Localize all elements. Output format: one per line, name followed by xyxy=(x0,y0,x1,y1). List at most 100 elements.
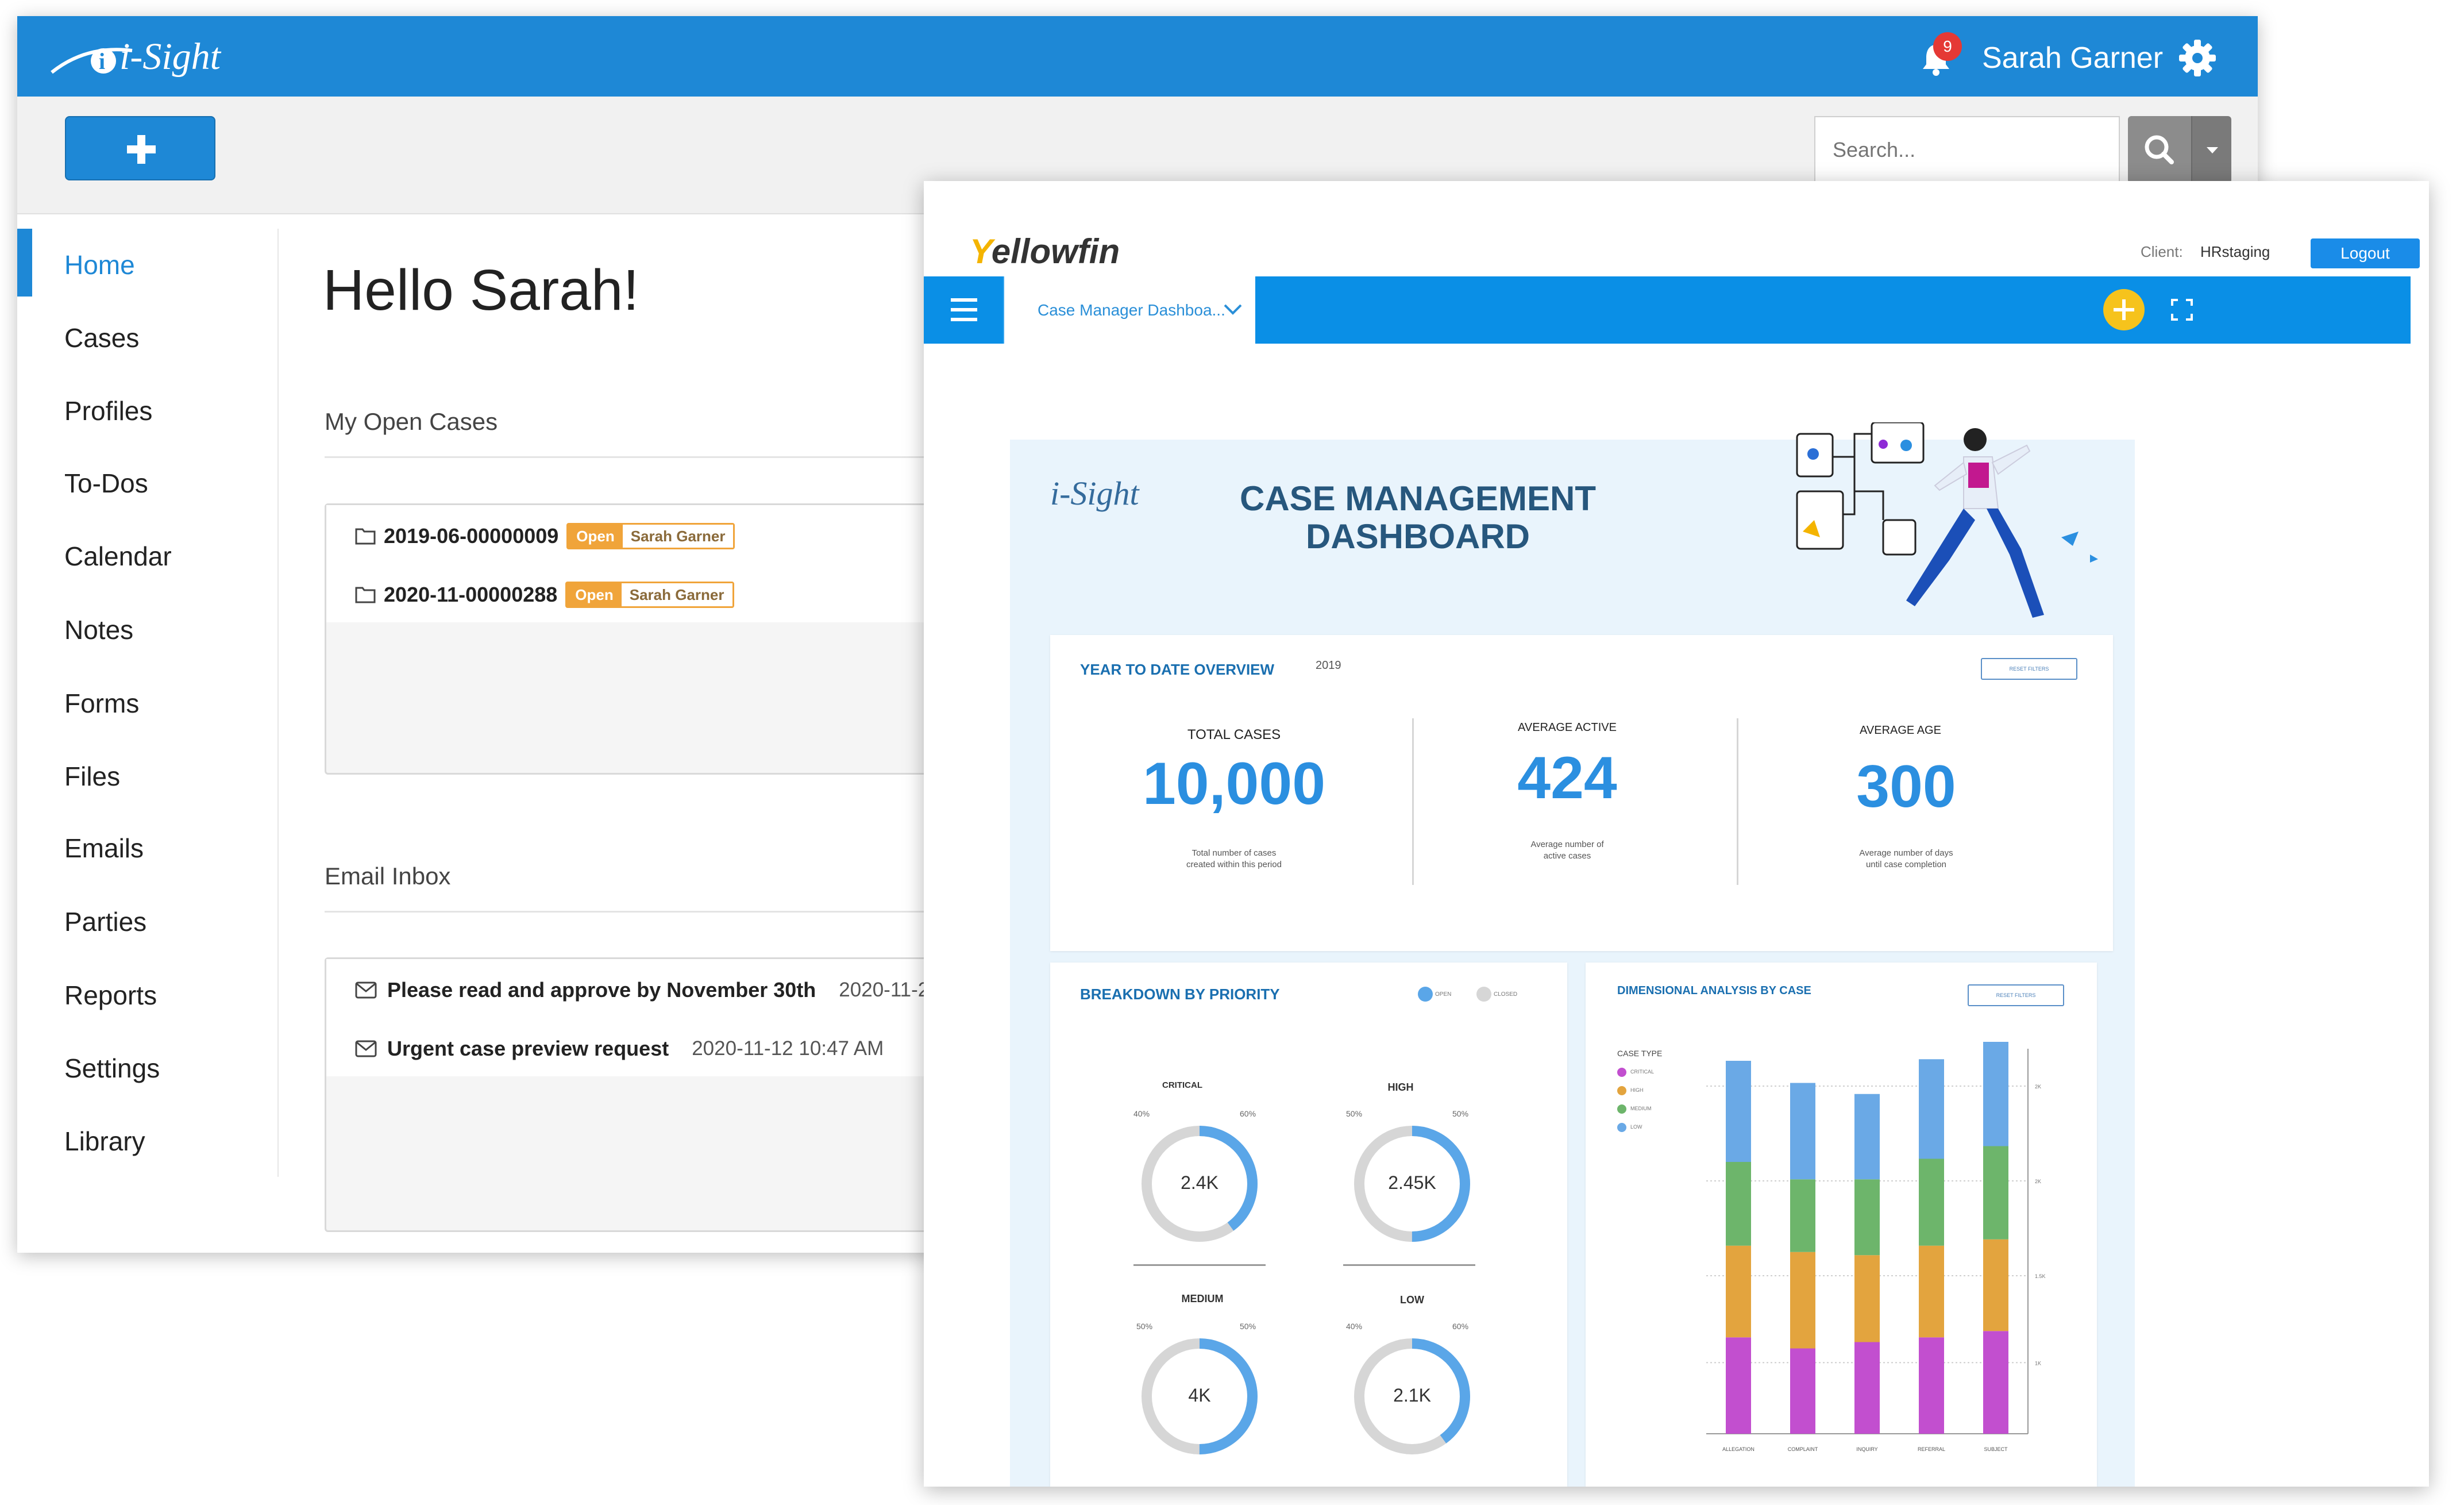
bar-segment-high-complaint[interactable] xyxy=(1790,1252,1815,1349)
donut-critical-value: 2.4K xyxy=(1181,1172,1218,1193)
bar-segment-medium-inquiry[interactable] xyxy=(1854,1179,1880,1256)
bar-segment-medium-referral[interactable] xyxy=(1919,1158,1944,1246)
donut-chart-high[interactable] xyxy=(1349,1121,1475,1247)
menu-button[interactable] xyxy=(924,276,1004,344)
legend-critical-dot[interactable] xyxy=(1617,1068,1626,1077)
table-row[interactable]: 2020-11-00000288 Open Sarah Garner xyxy=(326,564,1127,622)
dashboard-title: CASE MANAGEMENT DASHBOARD xyxy=(1240,479,1597,556)
search-input[interactable] xyxy=(1814,116,2120,183)
reset-filters-button[interactable]: RESET FILTERS xyxy=(1968,984,2064,1006)
kpi-average-active-label: AVERAGE ACTIVE xyxy=(1518,721,1617,734)
bar-segment-medium-complaint[interactable] xyxy=(1790,1179,1815,1252)
stacked-bar-chart[interactable]: 1K 1.5K 2K 2K ALLEGATION COMPLAINT INQUIRY REFE… xyxy=(1700,1037,2080,1485)
legend-high: HIGH xyxy=(1630,1087,1644,1093)
sidebar-item-emails[interactable]: Emails xyxy=(64,833,144,863)
user-name[interactable]: Sarah Garner xyxy=(1982,41,2164,75)
fullscreen-icon[interactable] xyxy=(2170,298,2193,321)
sidebar-item-parties[interactable]: Parties xyxy=(64,907,147,937)
sidebar-item-settings[interactable]: Settings xyxy=(64,1053,160,1083)
sidebar-item-todos[interactable]: To-Dos xyxy=(64,468,148,498)
sidebar-item-forms[interactable]: Forms xyxy=(64,688,140,718)
kpi-average-age-value: 300 xyxy=(1856,753,1956,820)
legend-open-dot[interactable] xyxy=(1418,987,1433,1002)
sidebar-item-reports[interactable]: Reports xyxy=(64,980,157,1010)
donut-open-arc[interactable] xyxy=(1354,1338,1470,1454)
kpi-average-active-value: 424 xyxy=(1517,745,1617,811)
case-id[interactable]: 2019-06-00000009 xyxy=(384,524,559,548)
x-tick-label: REFERRAL xyxy=(1918,1446,1945,1452)
legend-closed-dot[interactable] xyxy=(1476,987,1491,1002)
bar-segment-critical-inquiry[interactable] xyxy=(1854,1342,1880,1434)
legend-high-dot[interactable] xyxy=(1617,1086,1626,1095)
legend-open: OPEN xyxy=(1435,991,1452,998)
donut-low-open-pct: 40% xyxy=(1346,1322,1363,1331)
legend-low-dot[interactable] xyxy=(1617,1123,1626,1132)
bar-segment-low-inquiry[interactable] xyxy=(1854,1094,1880,1180)
sidebar-item-calendar[interactable]: Calendar xyxy=(64,541,172,571)
divider xyxy=(1412,718,1414,885)
envelope-icon xyxy=(355,981,377,999)
bar-segment-critical-subject[interactable] xyxy=(1983,1331,2008,1434)
bar-segment-high-inquiry[interactable] xyxy=(1854,1255,1880,1342)
bar-segment-high-allegation[interactable] xyxy=(1726,1245,1751,1338)
status-badge: Open Sarah Garner xyxy=(566,523,735,549)
bar-segment-critical-allegation[interactable] xyxy=(1726,1337,1751,1434)
sidebar-item-library[interactable]: Library xyxy=(64,1126,145,1156)
sidebar-item-notes[interactable]: Notes xyxy=(64,615,134,645)
greeting-heading: Hello Sarah! xyxy=(323,258,639,322)
donut-critical-open-pct: 40% xyxy=(1133,1109,1150,1118)
kpi-average-age-desc: Average number of days until case complet… xyxy=(1859,848,1953,869)
sidebar-item-files[interactable]: Files xyxy=(64,761,121,791)
sidebar-item-cases[interactable]: Cases xyxy=(64,323,140,353)
search-options-dropdown[interactable] xyxy=(2191,116,2231,183)
donut-open-arc[interactable] xyxy=(1354,1126,1470,1242)
bar-segment-low-referral[interactable] xyxy=(1919,1059,1944,1159)
isight-logo[interactable]: i i-Sight xyxy=(34,28,264,85)
sidebar-item-home[interactable]: Home xyxy=(64,250,135,280)
legend-medium-dot[interactable] xyxy=(1617,1104,1626,1114)
donut-medium-closed-pct: 50% xyxy=(1240,1322,1256,1331)
bar-segment-critical-complaint[interactable] xyxy=(1790,1348,1815,1434)
bar-segment-medium-subject[interactable] xyxy=(1983,1146,2008,1240)
donut-open-arc[interactable] xyxy=(1142,1338,1258,1454)
email-subject[interactable]: Urgent case preview request xyxy=(387,1037,669,1060)
email-subject[interactable]: Please read and approve by November 30th xyxy=(387,978,816,1002)
add-button[interactable] xyxy=(2103,289,2145,330)
email-inbox-title: Email Inbox xyxy=(325,863,451,890)
bar-segment-low-complaint[interactable] xyxy=(1790,1083,1815,1180)
plus-icon xyxy=(2114,299,2134,320)
plus-icon xyxy=(127,135,156,164)
bar-segment-medium-allegation[interactable] xyxy=(1726,1162,1751,1246)
sidebar-item-profiles[interactable]: Profiles xyxy=(64,396,153,426)
case-row: 2020-11-00000288 Open Sarah Garner xyxy=(355,578,734,612)
case-id[interactable]: 2020-11-00000288 xyxy=(384,583,558,606)
ytd-title: YEAR TO DATE OVERVIEW xyxy=(1080,661,1275,678)
tab-case-manager-dashboard[interactable]: Case Manager Dashboa... xyxy=(1004,276,1255,344)
bar-segment-low-subject[interactable] xyxy=(1983,1042,2008,1146)
donut-chart-low[interactable] xyxy=(1349,1333,1475,1460)
kpi-total-cases-desc: Total number of cases created within this… xyxy=(1186,848,1282,869)
donut-chart-critical[interactable] xyxy=(1136,1121,1263,1247)
donut-open-arc[interactable] xyxy=(1142,1126,1258,1242)
bar-segment-high-subject[interactable] xyxy=(1983,1239,2008,1331)
divider xyxy=(1343,1264,1475,1266)
active-nav-indicator xyxy=(17,229,32,297)
reset-filters-button[interactable]: RESET FILTERS xyxy=(1981,658,2077,680)
gear-icon[interactable] xyxy=(2177,38,2218,78)
bar-segment-critical-referral[interactable] xyxy=(1919,1337,1944,1434)
bar-segment-low-allegation[interactable] xyxy=(1726,1061,1751,1162)
client-value: HRstaging xyxy=(2200,243,2270,260)
ytd-year[interactable]: 2019 xyxy=(1316,659,1341,672)
bar-segment-high-referral[interactable] xyxy=(1919,1245,1944,1338)
client-label: Client: xyxy=(2141,243,2183,260)
divider xyxy=(1133,1264,1266,1266)
logout-button[interactable]: Logout xyxy=(2311,238,2420,268)
yellowfin-logo[interactable]: Yellowfin xyxy=(970,232,1120,271)
y-tick-label: 1K xyxy=(2035,1360,2041,1366)
donut-chart-medium[interactable] xyxy=(1136,1333,1263,1460)
search-icon xyxy=(2145,135,2174,164)
new-case-button[interactable] xyxy=(65,116,215,180)
donut-low-value: 2.1K xyxy=(1393,1385,1431,1406)
search-button[interactable] xyxy=(2128,116,2191,183)
ytd-overview-card: YEAR TO DATE OVERVIEW 2019 RESET FILTERS… xyxy=(1050,635,2113,951)
